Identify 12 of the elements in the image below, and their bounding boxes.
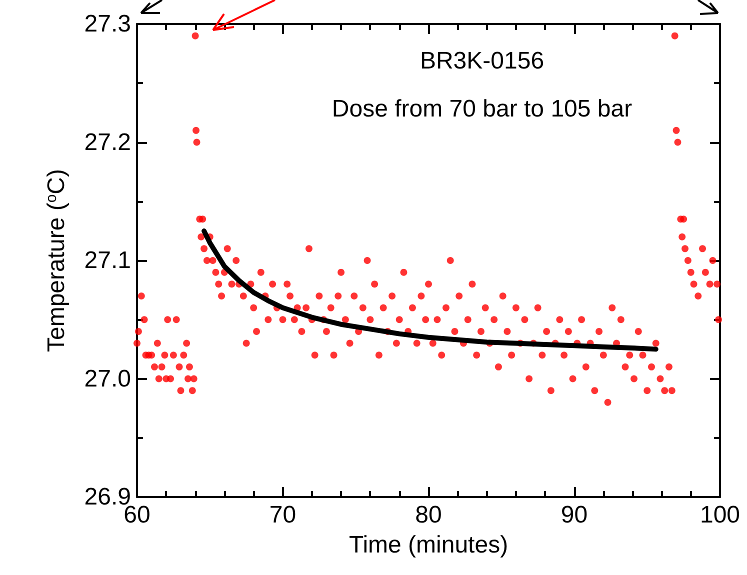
y-tick-label: 27.0	[84, 365, 131, 392]
x-axis-title: Time (minutes)	[348, 532, 508, 558]
y-axis-title: Temperature (oC)	[43, 168, 70, 352]
x-tick-label: 80	[415, 502, 442, 528]
x-tick-label: 100	[700, 502, 740, 528]
annotation: BR3K-0156	[420, 48, 544, 74]
x-tick-label: 70	[269, 502, 296, 528]
y-tick-label: 27.2	[84, 128, 131, 156]
annotation: Dose from 70 bar to 105 bar	[332, 96, 632, 122]
x-tick-label: 90	[560, 502, 588, 528]
y-tick-label: 27.3	[84, 10, 131, 38]
y-tick-label: 27.1	[84, 247, 131, 274]
